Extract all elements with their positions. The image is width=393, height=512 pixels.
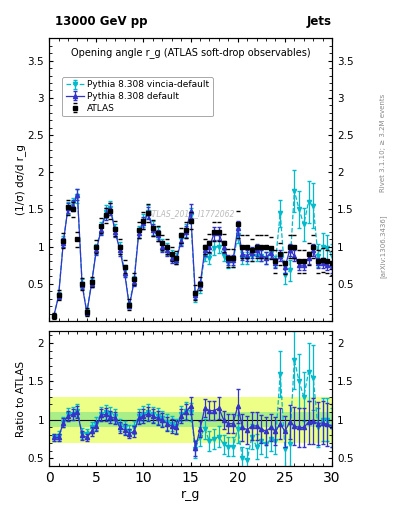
X-axis label: r_g: r_g	[181, 487, 200, 501]
Y-axis label: (1/σ) dσ/d r_g: (1/σ) dσ/d r_g	[15, 144, 26, 215]
Text: Jets: Jets	[307, 15, 332, 28]
Text: ATLAS_2019_I1772062: ATLAS_2019_I1772062	[147, 209, 234, 218]
Legend: Pythia 8.308 vincia-default, Pythia 8.308 default, ATLAS: Pythia 8.308 vincia-default, Pythia 8.30…	[62, 77, 213, 116]
Text: Rivet 3.1.10; ≥ 3.2M events: Rivet 3.1.10; ≥ 3.2M events	[380, 94, 386, 193]
Text: [arXiv:1306.3436]: [arXiv:1306.3436]	[380, 214, 387, 278]
Text: Opening angle r_g (ATLAS soft-drop observables): Opening angle r_g (ATLAS soft-drop obser…	[71, 47, 310, 58]
Y-axis label: Ratio to ATLAS: Ratio to ATLAS	[16, 360, 26, 437]
Text: 13000 GeV pp: 13000 GeV pp	[55, 15, 147, 28]
